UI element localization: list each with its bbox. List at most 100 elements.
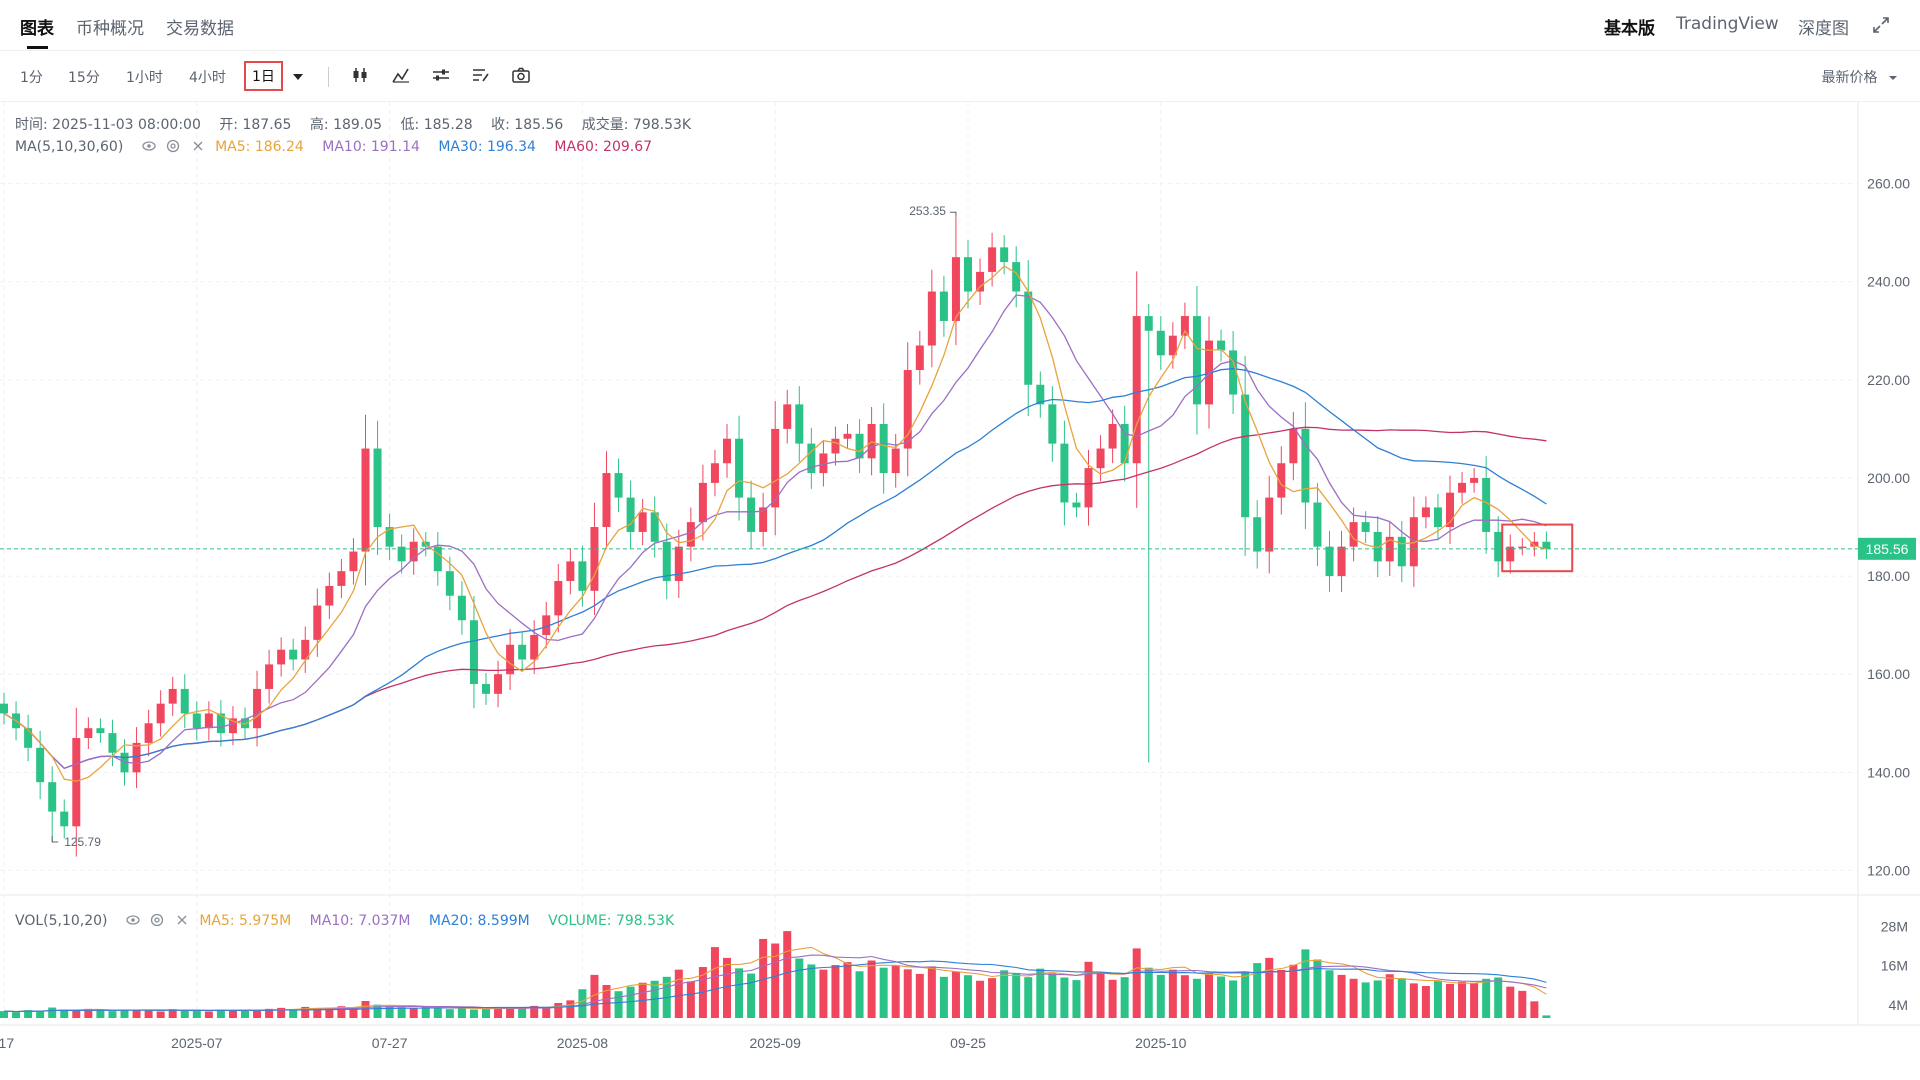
close-icon[interactable] <box>191 139 205 153</box>
volume-bar <box>602 985 611 1018</box>
ma-legend-label: MA(5,10,30,60) <box>15 139 124 155</box>
tab-trading-data[interactable]: 交易数据 <box>166 19 234 39</box>
settings-sliders-icon[interactable] <box>431 65 451 85</box>
volume-bar <box>192 1010 201 1018</box>
candle-body <box>1542 541 1551 549</box>
candle-body <box>903 370 912 449</box>
candle-body <box>144 723 153 743</box>
low-marker-label: 125.79 <box>64 835 101 849</box>
tab-coin-overview[interactable]: 币种概况 <box>76 19 144 39</box>
candle-body <box>1229 350 1238 395</box>
camera-snapshot-icon[interactable] <box>511 65 531 85</box>
volume-bar <box>60 1009 69 1018</box>
volume-bar <box>1108 979 1117 1018</box>
volume-bar <box>1168 969 1177 1018</box>
interval-15m[interactable]: 15分 <box>68 70 100 86</box>
candle-body <box>204 713 213 729</box>
indicator-icon[interactable] <box>391 65 411 85</box>
candle-body <box>819 453 828 474</box>
candle-body <box>72 738 81 827</box>
volume-bar <box>241 1009 249 1018</box>
x-tick-label: 2025-07 <box>171 1035 223 1051</box>
candle-body <box>927 291 936 346</box>
volume-bar <box>120 1009 129 1018</box>
price-mode-select[interactable]: 最新价格 <box>1822 67 1898 87</box>
candle-body <box>1494 531 1503 562</box>
volume-bar <box>1494 977 1503 1018</box>
volume-bar <box>1144 967 1153 1018</box>
volume-bar <box>771 943 780 1018</box>
volume-bar <box>1361 982 1370 1018</box>
x-tick-label: 2025-10 <box>1135 1035 1187 1051</box>
volume-bar <box>939 976 948 1018</box>
volume-bar <box>1132 948 1141 1018</box>
current-price-tag <box>1858 537 1916 560</box>
settings-gear-icon[interactable] <box>166 139 180 153</box>
volume-bar <box>180 1010 189 1018</box>
candle-body <box>397 546 406 562</box>
interval-4h[interactable]: 4小时 <box>189 70 226 86</box>
interval-1h[interactable]: 1小时 <box>126 70 163 86</box>
vol-close-icon[interactable] <box>175 913 189 927</box>
volume-bar <box>903 969 912 1018</box>
tab-chart[interactable]: 图表 <box>20 19 54 39</box>
y-tick-label: 120.00 <box>1867 862 1910 878</box>
volume-bar <box>1229 980 1238 1018</box>
volume-bar <box>915 973 924 1018</box>
candle-body <box>590 527 599 591</box>
ma10-line <box>3 294 1547 770</box>
volume-bar <box>1217 976 1226 1018</box>
volume-bar <box>964 975 972 1018</box>
fullscreen-icon[interactable] <box>1872 16 1890 34</box>
candle-body <box>1168 335 1177 356</box>
tab-depth-chart[interactable]: 深度图 <box>1798 19 1849 39</box>
candle-body <box>24 728 33 748</box>
x-tick-label: 09-25 <box>950 1035 986 1051</box>
volume-bar <box>156 1011 165 1018</box>
candle-body <box>988 247 997 272</box>
interval-1d[interactable]: 1日 <box>244 61 283 91</box>
volume-bar <box>614 991 623 1018</box>
volume-bar <box>530 1005 539 1018</box>
vol-tick-label: 28M <box>1881 919 1908 935</box>
ma10-value: MA10: 191.14 <box>322 139 420 155</box>
volume-bar <box>144 1009 153 1018</box>
candle-body <box>337 571 346 586</box>
eye-icon[interactable] <box>142 139 156 153</box>
volume-bar <box>1120 977 1129 1018</box>
candle-body <box>409 541 418 562</box>
candle-body <box>1349 522 1358 547</box>
vol-eye-icon[interactable] <box>126 913 140 927</box>
candle-body <box>698 482 707 523</box>
candle-body <box>48 782 57 812</box>
volume-bar <box>807 964 816 1018</box>
vol-settings-gear-icon[interactable] <box>150 913 164 927</box>
drawing-tools-icon[interactable] <box>471 65 491 85</box>
volume-bar <box>831 965 840 1018</box>
ohlc-volume: 成交量: 798.53K <box>581 117 692 133</box>
candle-body <box>96 728 105 734</box>
volume-bar <box>313 1008 322 1018</box>
candlestick-icon[interactable] <box>350 65 370 85</box>
candle-body <box>192 713 201 729</box>
volume-bar <box>445 1009 454 1018</box>
vol-tick-label: 16M <box>1881 958 1908 974</box>
candle-body <box>1180 316 1189 336</box>
candle-body <box>265 664 274 689</box>
volume-bar <box>397 1007 406 1018</box>
volume-bar <box>879 967 888 1018</box>
tab-tradingview[interactable]: TradingView <box>1676 14 1779 34</box>
tab-basic-version[interactable]: 基本版 <box>1604 19 1655 39</box>
volume-bar <box>843 962 852 1018</box>
candle-body <box>674 546 683 581</box>
interval-dropdown-icon[interactable] <box>292 72 304 82</box>
candle-body <box>445 571 454 596</box>
candle-body <box>60 811 69 827</box>
candle-body <box>1325 546 1334 577</box>
volume-bar <box>1205 973 1213 1018</box>
y-tick-label: 180.00 <box>1867 568 1910 584</box>
interval-1m[interactable]: 1分 <box>20 70 43 86</box>
candle-body <box>1048 404 1057 444</box>
candle-body <box>530 634 539 660</box>
